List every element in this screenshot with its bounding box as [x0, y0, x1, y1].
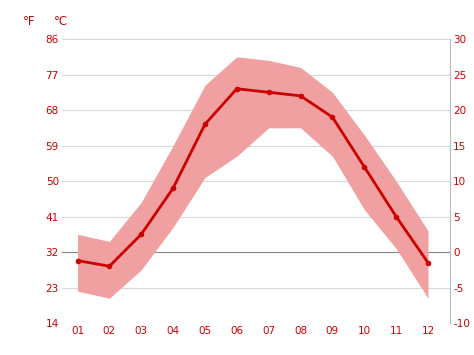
- Text: °F: °F: [23, 15, 35, 28]
- Text: °C: °C: [54, 15, 68, 28]
